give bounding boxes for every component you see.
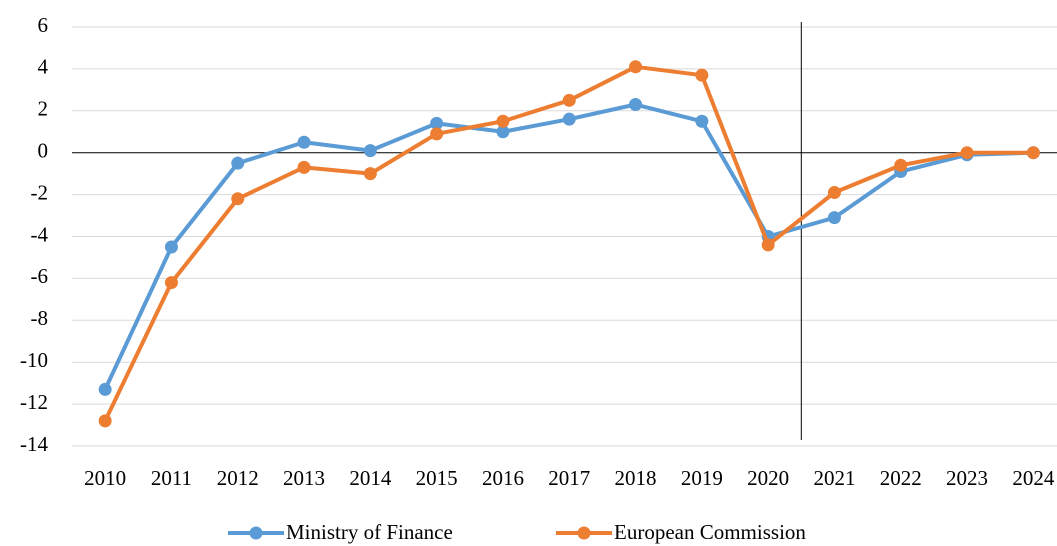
data-point (98, 414, 112, 428)
data-point (629, 98, 643, 112)
y-tick-label: -6 (31, 264, 49, 288)
data-point (894, 158, 908, 172)
data-point (98, 382, 112, 396)
y-tick-label: -8 (31, 306, 49, 330)
y-tick-label: -2 (31, 180, 49, 204)
data-point (960, 146, 974, 160)
x-tick-label: 2015 (416, 466, 458, 490)
x-tick-label: 2021 (813, 466, 855, 490)
data-point (629, 60, 643, 74)
y-tick-label: -10 (20, 348, 48, 372)
data-point (695, 114, 709, 128)
legend-label: European Commission (614, 520, 806, 544)
data-point (430, 116, 444, 130)
legend-marker (249, 526, 263, 540)
x-tick-label: 2011 (151, 466, 192, 490)
x-tick-label: 2014 (349, 466, 392, 490)
legend-marker (577, 526, 591, 540)
legend-label: Ministry of Finance (286, 520, 453, 544)
series-line (103, 102, 1034, 391)
data-point (164, 276, 178, 290)
data-point (297, 160, 311, 174)
x-tick-label: 2020 (747, 466, 789, 490)
data-point (496, 114, 510, 128)
data-point (827, 211, 841, 225)
data-point (695, 68, 709, 82)
data-point (363, 167, 377, 181)
data-point (761, 238, 775, 252)
x-tick-label: 2017 (548, 466, 590, 490)
y-tick-label: -12 (20, 390, 48, 414)
data-point (1026, 146, 1040, 160)
x-tick-label: 2019 (681, 466, 723, 490)
x-tick-label: 2022 (880, 466, 922, 490)
data-point (231, 192, 245, 206)
y-tick-label: 4 (38, 55, 49, 79)
data-point (562, 93, 576, 107)
y-tick-label: 6 (38, 13, 49, 37)
data-point (164, 240, 178, 254)
x-tick-label: 2018 (615, 466, 657, 490)
data-point (430, 127, 444, 141)
y-tick-label: 0 (38, 139, 49, 163)
x-tick-label: 2013 (283, 466, 325, 490)
x-tick-label: 2024 (1012, 466, 1055, 490)
data-point (827, 186, 841, 200)
data-point (297, 135, 311, 149)
x-tick-label: 2010 (84, 466, 126, 490)
y-tick-label: -4 (31, 222, 49, 246)
data-point (496, 125, 510, 139)
x-tick-label: 2012 (217, 466, 259, 490)
data-point (231, 156, 245, 170)
data-point (363, 144, 377, 158)
x-tick-label: 2016 (482, 466, 524, 490)
y-tick-label: -14 (20, 432, 48, 456)
y-tick-label: 2 (38, 97, 49, 121)
x-tick-label: 2023 (946, 466, 988, 490)
data-point (562, 112, 576, 126)
